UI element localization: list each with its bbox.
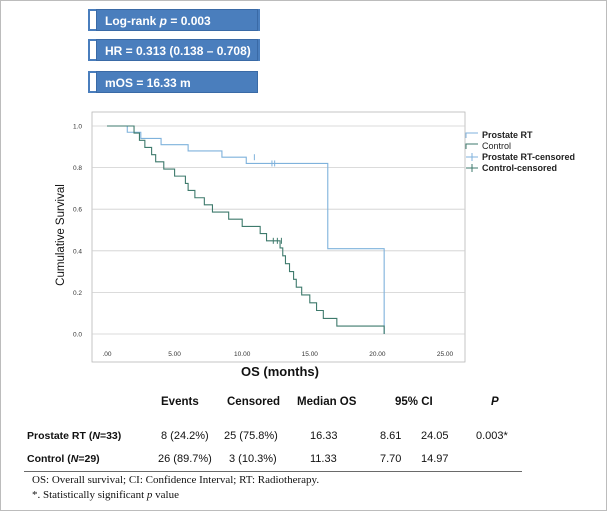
row-label-text: =29) — [78, 453, 100, 465]
legend-label: Prostate RT — [482, 130, 533, 140]
y-tick-label: 0.8 — [73, 165, 82, 172]
legend-line-swatch — [465, 143, 478, 149]
grid — [92, 125, 465, 335]
series — [107, 125, 385, 334]
table-header-median: Median OS — [297, 396, 357, 408]
x-tick-label: 25.00 — [437, 351, 454, 358]
km-chart: 0.0 0.2 0.4 0.6 0.8 1.0 .00 5.00 10.00 15.00 20.00… — [55, 111, 575, 379]
table-rule — [24, 471, 522, 472]
row-label-text: =33) — [99, 430, 122, 442]
legend-label: Control-censored — [482, 163, 557, 173]
y-tick-label: 0.4 — [73, 248, 82, 255]
mos-box: mOS = 16.33 m — [96, 71, 258, 93]
hr-text: HR = 0.313 (0.138 – 0.708) — [105, 44, 251, 58]
legend-label: Prostate RT-censored — [482, 152, 575, 162]
x-tick-label: 10.00 — [234, 351, 251, 358]
row-label-n: N — [70, 453, 79, 465]
cell-median: 11.33 — [310, 453, 337, 465]
logrank-value: = 0.003 — [167, 14, 211, 28]
x-tick-label: .00 — [102, 351, 111, 358]
y-tick-label: 0.0 — [73, 332, 82, 339]
y-tick-label: 0.2 — [73, 290, 82, 297]
hr-box: HR = 0.313 (0.138 – 0.708) — [96, 39, 258, 61]
table-header-censored: Censored — [227, 396, 281, 408]
legend-label: Control — [482, 141, 511, 151]
y-axis-label: Cumulative Survival — [55, 184, 67, 286]
survival-line — [107, 125, 385, 334]
cell-events: 8 (24.2%) — [161, 430, 209, 442]
legend-line-swatch — [465, 132, 478, 138]
logrank-box: Log-rank p = 0.003 — [96, 9, 258, 31]
y-tick-label: 0.6 — [73, 207, 82, 214]
table-header-events: Events — [161, 396, 199, 408]
footnote-text: *. Statistically significant — [32, 489, 147, 501]
cell-ci-high: 24.05 — [421, 430, 449, 442]
row-label-text: Prostate RT ( — [27, 430, 93, 442]
mos-text: mOS = 16.33 m — [105, 76, 191, 90]
row-label-control: Control (N=29) — [27, 453, 100, 465]
logrank-prefix: Log-rank — [105, 14, 160, 28]
row-label-text: Control ( — [27, 453, 71, 465]
footnote-p-symbol: p — [146, 489, 153, 501]
cell-ci-low: 7.70 — [380, 453, 402, 465]
x-axis-label: OS (months) — [241, 364, 319, 379]
cell-p: 0.003* — [476, 430, 508, 442]
table-header-ci: 95% CI — [395, 396, 433, 408]
cell-censored: 25 (75.8%) — [224, 430, 278, 442]
y-tick-label: 1.0 — [73, 124, 82, 131]
cell-ci-low: 8.61 — [380, 430, 402, 442]
cell-median: 16.33 — [310, 430, 338, 442]
x-tick-label: 20.00 — [369, 351, 386, 358]
logrank-p-symbol: p — [159, 14, 168, 28]
plot-frame — [91, 111, 466, 363]
cell-events: 26 (89.7%) — [158, 453, 212, 465]
row-label-n: N — [92, 430, 100, 442]
footnote-significance: *. Statistically significant p value — [32, 489, 179, 501]
row-label-prostate: Prostate RT (N=33) — [27, 430, 121, 442]
cell-censored: 3 (10.3%) — [229, 453, 277, 465]
table-header-p: P — [491, 396, 499, 408]
footnote-text: value — [152, 489, 179, 501]
survival-line — [107, 125, 385, 334]
footnote-abbreviations: OS: Overall survival; CI: Confidence Int… — [32, 474, 320, 486]
axes: 0.0 0.2 0.4 0.6 0.8 1.0 .00 5.00 10.00 15.00 20.00… — [73, 124, 454, 359]
x-tick-label: 15.00 — [302, 351, 319, 358]
cell-ci-high: 14.97 — [421, 453, 449, 465]
x-tick-label: 5.00 — [168, 351, 181, 358]
